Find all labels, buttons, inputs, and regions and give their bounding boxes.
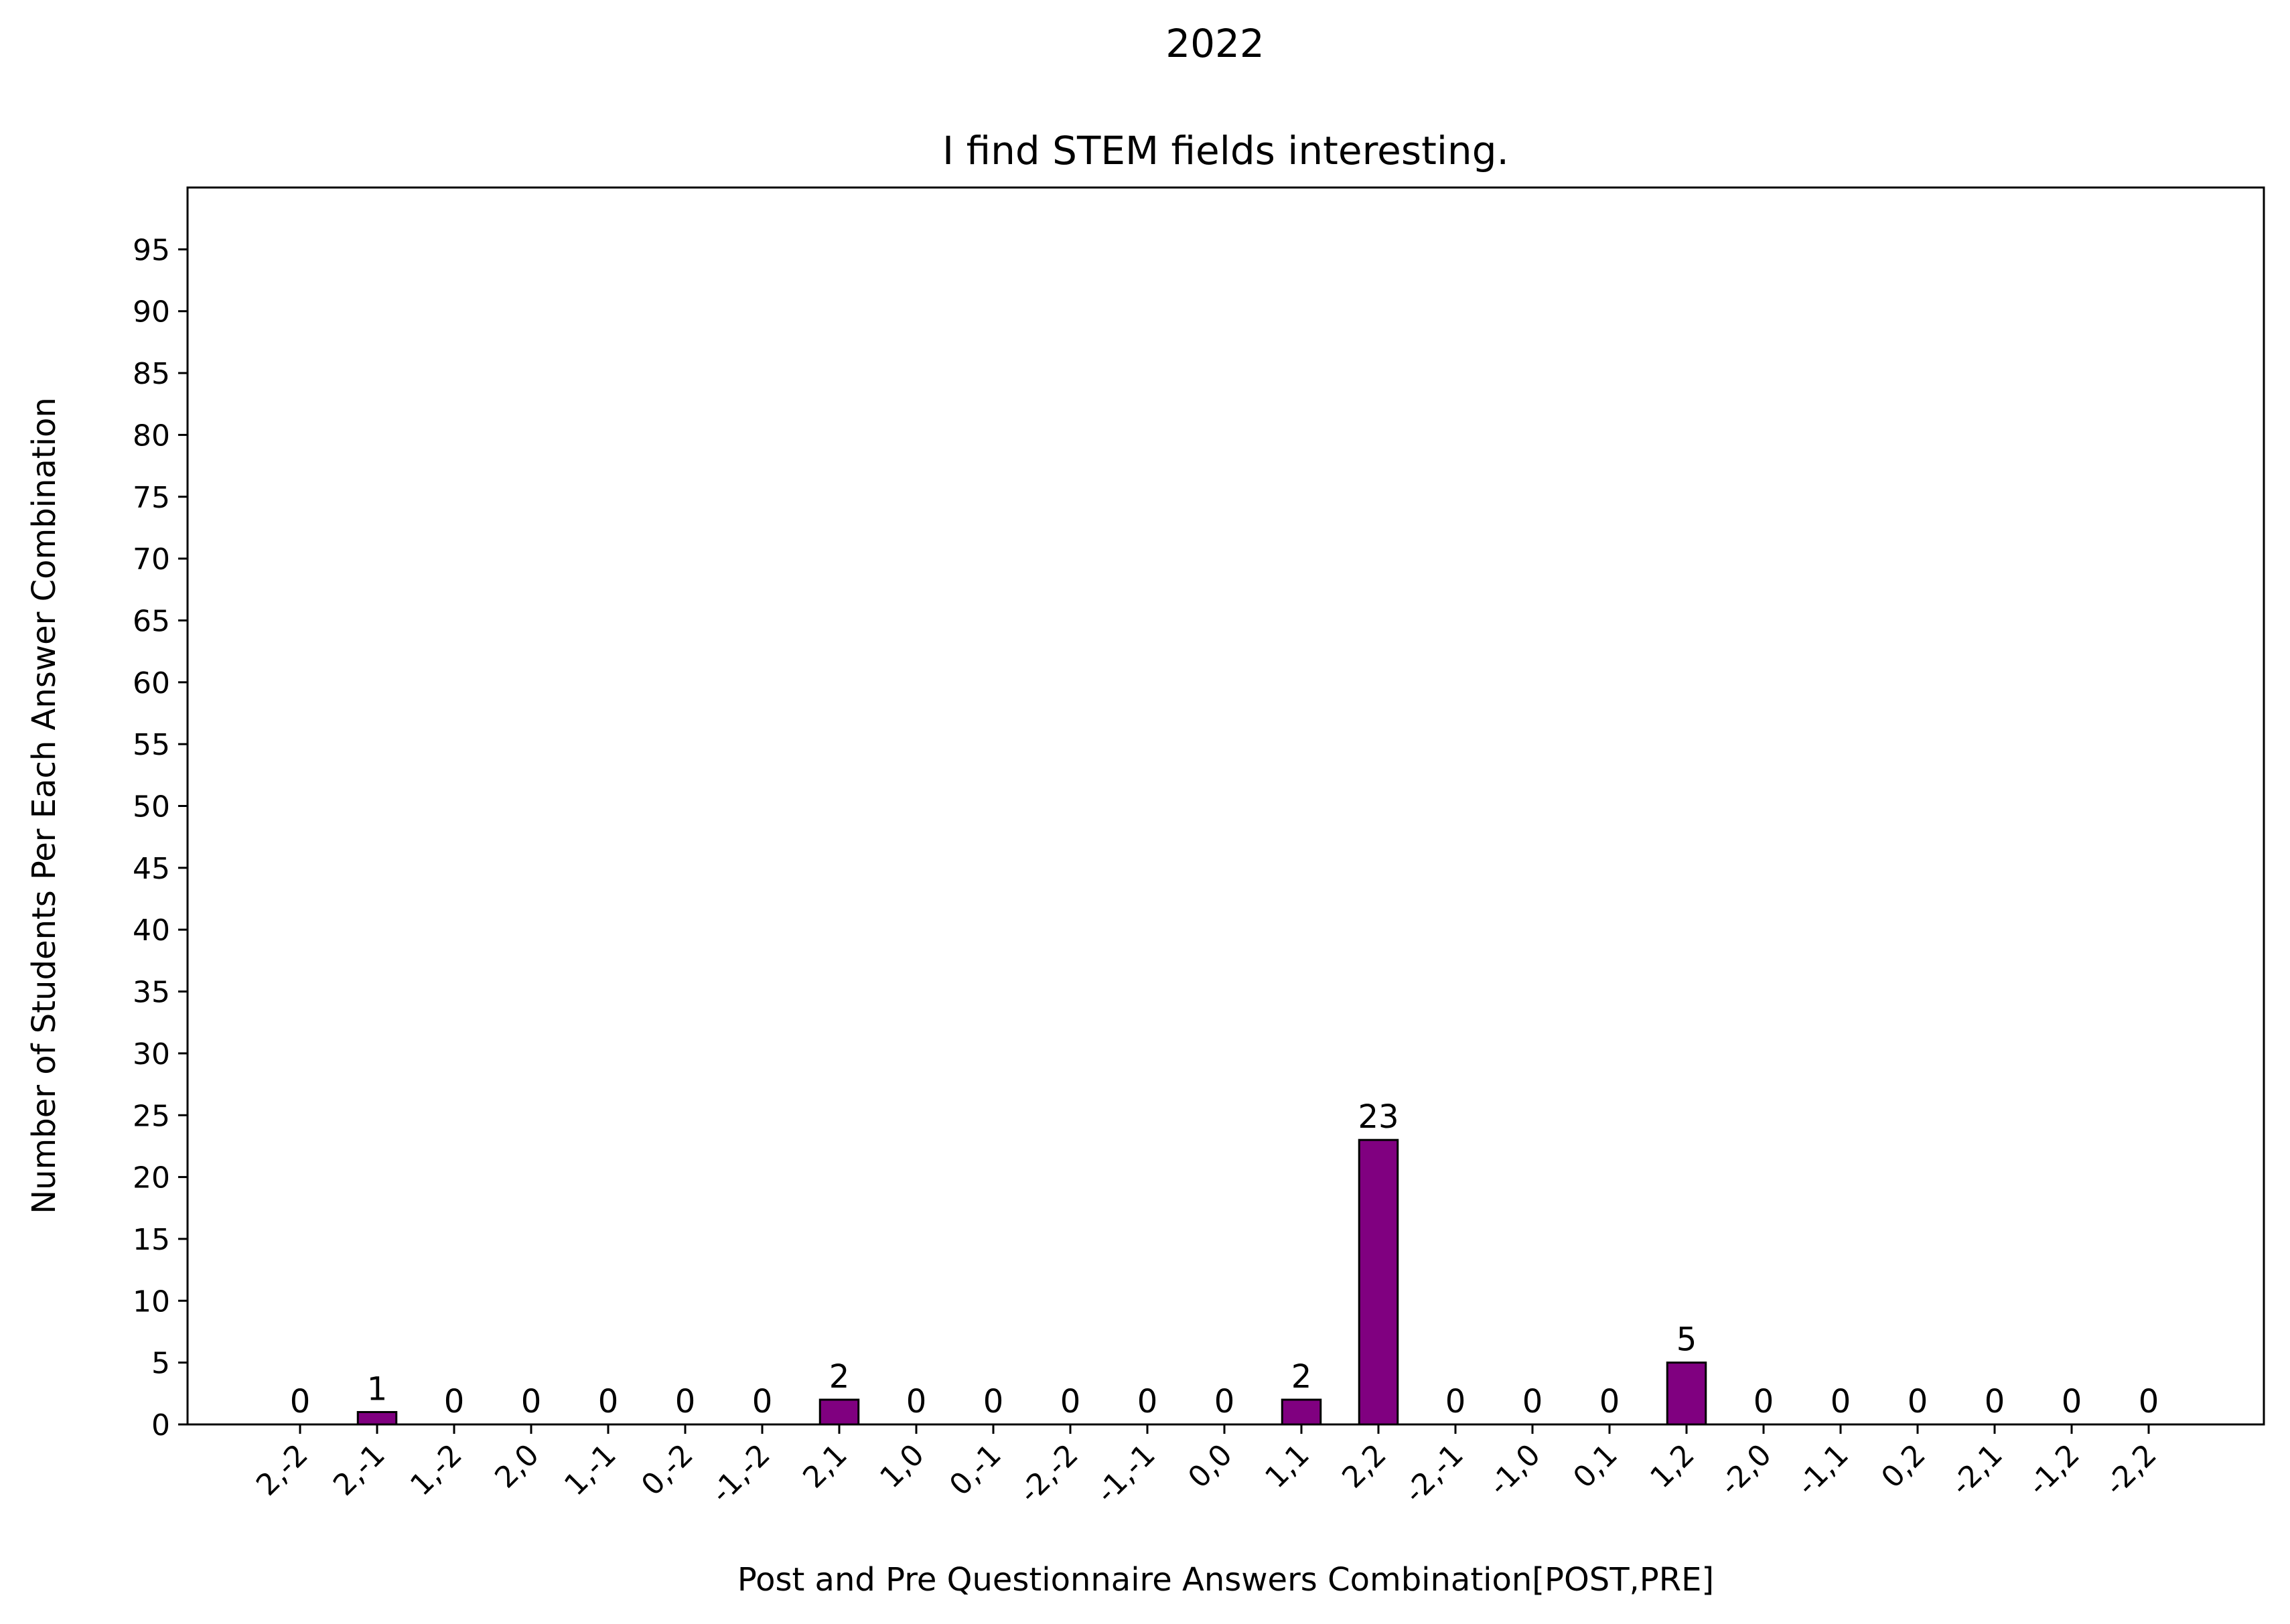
x-tick-label: 1,0 bbox=[873, 1438, 931, 1495]
bar-value-label: 0 bbox=[2062, 1383, 2082, 1420]
chart-title: I find STEM fields interesting. bbox=[942, 128, 1509, 173]
y-tick-label: 5 bbox=[151, 1347, 170, 1381]
bar-value-label: 0 bbox=[1522, 1383, 1543, 1420]
y-tick-label: 95 bbox=[133, 233, 170, 267]
bar-value-label: 0 bbox=[598, 1383, 619, 1420]
bar-value-label: 0 bbox=[1908, 1383, 1928, 1420]
y-tick-label: 60 bbox=[133, 666, 170, 700]
x-tick-label: 2,1 bbox=[796, 1438, 854, 1495]
y-tick-label: 20 bbox=[133, 1161, 170, 1195]
bar-value-label: 5 bbox=[1676, 1321, 1697, 1359]
bar bbox=[1281, 1398, 1322, 1426]
y-tick-label: 80 bbox=[133, 419, 170, 453]
x-tick-label: -1,2 bbox=[2021, 1438, 2086, 1503]
y-tick-label: 90 bbox=[133, 295, 170, 329]
x-tick-label: -2,2 bbox=[2098, 1438, 2163, 1503]
x-tick-label: 1,-2 bbox=[404, 1438, 469, 1503]
bar-value-label: 0 bbox=[983, 1383, 1004, 1420]
bar bbox=[818, 1398, 860, 1426]
y-tick-label: 85 bbox=[133, 357, 170, 391]
y-tick-label: 40 bbox=[133, 913, 170, 948]
bar-value-label: 0 bbox=[1214, 1383, 1235, 1420]
x-tick-label: -1,0 bbox=[1482, 1438, 1547, 1503]
bar-labels-group: 0 1 0 0 0 0 0 2 0 0 0 0 0 2 23 0 0 0 5 0 0 0 0 0 0 bbox=[290, 1098, 2159, 1420]
x-tick-label: 2,2 bbox=[1336, 1438, 1393, 1495]
y-tick-label: 55 bbox=[133, 728, 170, 762]
bar-value-label: 2 bbox=[829, 1358, 850, 1396]
y-axis: 0 5 10 15 20 25 30 35 40 45 50 55 60 65 70 75 80 85 90 95 bbox=[133, 233, 188, 1443]
x-axis: 2,-2 2,-1 1,-2 2,0 1,-1 0,-2 -1,-2 2,1 1,0 0,-1 -2… bbox=[250, 1424, 2163, 1510]
y-tick-label: 50 bbox=[133, 790, 170, 824]
bar-value-label: 0 bbox=[675, 1383, 696, 1420]
x-tick-label: 0,1 bbox=[1567, 1438, 1624, 1495]
y-axis-label: Number of Students Per Each Answer Combi… bbox=[25, 397, 63, 1214]
bar-value-label: 0 bbox=[2139, 1383, 2159, 1420]
x-tick-label: 2,-2 bbox=[250, 1438, 315, 1503]
bar-value-label: 0 bbox=[1599, 1383, 1620, 1420]
x-tick-label: 0,2 bbox=[1875, 1438, 1932, 1495]
y-tick-label: 10 bbox=[133, 1284, 170, 1319]
y-tick-label: 15 bbox=[133, 1223, 170, 1257]
bar-value-label: 0 bbox=[1445, 1383, 1466, 1420]
bar-value-label: 0 bbox=[521, 1383, 542, 1420]
bar-value-label: 0 bbox=[752, 1383, 773, 1420]
y-tick-label: 65 bbox=[133, 604, 170, 638]
y-tick-label: 0 bbox=[151, 1408, 170, 1443]
bar-value-label: 23 bbox=[1358, 1098, 1399, 1136]
x-tick-label: -1,-2 bbox=[705, 1438, 777, 1510]
x-tick-label: 1,-1 bbox=[558, 1438, 623, 1503]
x-tick-label: 0,0 bbox=[1182, 1438, 1239, 1495]
x-tick-label: 0,-1 bbox=[943, 1438, 1008, 1503]
bar-value-label: 0 bbox=[1137, 1383, 1158, 1420]
bar bbox=[1358, 1138, 1399, 1426]
bars-group bbox=[356, 1138, 1707, 1426]
x-tick-label: -2,-2 bbox=[1013, 1438, 1085, 1510]
bar-value-label: 0 bbox=[906, 1383, 927, 1420]
x-tick-label: -1,1 bbox=[1790, 1438, 1855, 1503]
bar-value-label: 0 bbox=[290, 1383, 311, 1420]
bar-value-label: 0 bbox=[1060, 1383, 1081, 1420]
x-tick-label: -2,0 bbox=[1713, 1438, 1778, 1503]
bar-value-label: 0 bbox=[1985, 1383, 2005, 1420]
y-tick-label: 45 bbox=[133, 852, 170, 886]
x-tick-label: 1,2 bbox=[1644, 1438, 1701, 1495]
bar bbox=[1666, 1361, 1707, 1426]
x-axis-label: Post and Pre Questionnaire Answers Combi… bbox=[737, 1561, 1714, 1599]
y-tick-label: 25 bbox=[133, 1099, 170, 1133]
x-tick-label: 0,-2 bbox=[635, 1438, 700, 1503]
bar-value-label: 0 bbox=[1754, 1383, 1774, 1420]
x-tick-label: -2,1 bbox=[1944, 1438, 2009, 1503]
bar-value-label: 1 bbox=[367, 1371, 388, 1408]
y-tick-label: 75 bbox=[133, 481, 170, 515]
plot-frame bbox=[186, 186, 2265, 1426]
x-tick-label: 2,-1 bbox=[327, 1438, 392, 1503]
y-tick-label: 35 bbox=[133, 976, 170, 1010]
chart-suptitle: 2022 bbox=[1165, 21, 1265, 66]
y-tick-label: 70 bbox=[133, 542, 170, 577]
y-tick-label: 30 bbox=[133, 1037, 170, 1072]
x-tick-label: 2,0 bbox=[488, 1438, 546, 1495]
x-tick-label: -1,-1 bbox=[1090, 1438, 1162, 1510]
x-tick-label: -2,-1 bbox=[1398, 1438, 1470, 1510]
bar-value-label: 2 bbox=[1291, 1358, 1312, 1396]
bar-value-label: 0 bbox=[1831, 1383, 1851, 1420]
bar bbox=[356, 1411, 398, 1426]
bar-value-label: 0 bbox=[444, 1383, 465, 1420]
x-tick-label: 1,1 bbox=[1259, 1438, 1316, 1495]
